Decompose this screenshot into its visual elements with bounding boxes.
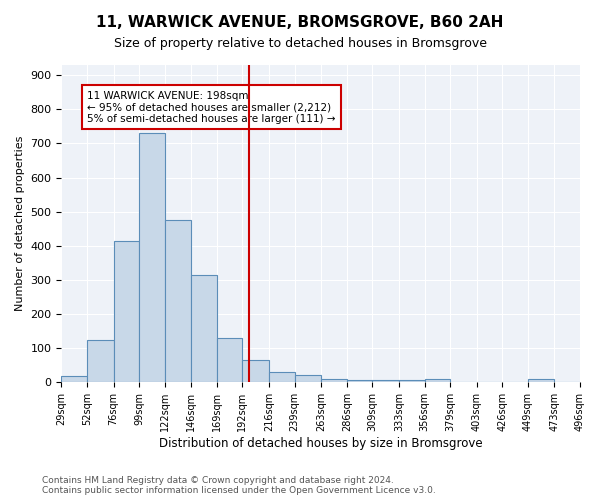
Bar xyxy=(321,379,347,382)
Text: Size of property relative to detached houses in Bromsgrove: Size of property relative to detached ho… xyxy=(113,38,487,51)
X-axis label: Distribution of detached houses by size in Bromsgrove: Distribution of detached houses by size … xyxy=(159,437,482,450)
Bar xyxy=(113,240,139,382)
Bar xyxy=(373,380,399,382)
Y-axis label: Number of detached properties: Number of detached properties xyxy=(15,136,25,312)
Text: 11, WARWICK AVENUE, BROMSGROVE, B60 2AH: 11, WARWICK AVENUE, BROMSGROVE, B60 2AH xyxy=(97,15,503,30)
Bar xyxy=(242,360,269,382)
Bar xyxy=(191,275,217,382)
Text: 11 WARWICK AVENUE: 198sqm
← 95% of detached houses are smaller (2,212)
5% of sem: 11 WARWICK AVENUE: 198sqm ← 95% of detac… xyxy=(87,90,335,124)
Bar xyxy=(295,375,321,382)
Bar xyxy=(425,379,450,382)
Bar xyxy=(217,338,242,382)
Bar xyxy=(139,133,164,382)
Bar xyxy=(399,380,425,382)
Text: Contains HM Land Registry data © Crown copyright and database right 2024.
Contai: Contains HM Land Registry data © Crown c… xyxy=(42,476,436,495)
Bar xyxy=(87,340,113,382)
Bar xyxy=(61,376,87,382)
Bar xyxy=(269,372,295,382)
Bar xyxy=(347,380,373,382)
Bar xyxy=(164,220,191,382)
Bar xyxy=(528,379,554,382)
